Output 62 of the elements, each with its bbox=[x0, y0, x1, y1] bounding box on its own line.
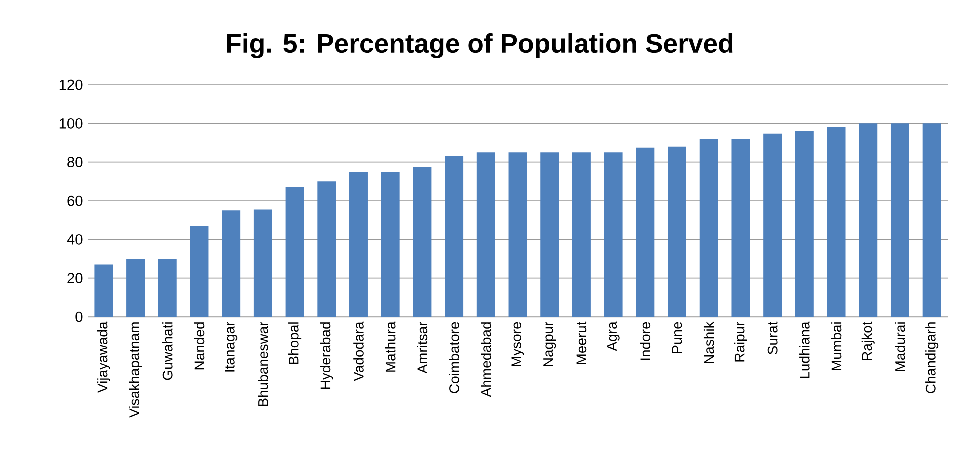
x-tick-label: Surat bbox=[768, 322, 778, 355]
bar bbox=[158, 259, 177, 318]
bar bbox=[668, 146, 686, 318]
y-tick-label: 60 bbox=[68, 196, 83, 206]
x-tick-label: Madurai bbox=[895, 322, 906, 372]
bar bbox=[700, 139, 718, 318]
x-tick-label: Amritsar bbox=[417, 322, 428, 374]
x-tick-label: Bhubaneswar bbox=[258, 322, 268, 406]
bar bbox=[636, 148, 655, 318]
bar bbox=[732, 139, 750, 318]
x-tick-label: Visakhapatnam bbox=[129, 322, 142, 418]
bar bbox=[922, 124, 942, 318]
bar bbox=[795, 131, 814, 318]
x-tick-label: Ludhiana bbox=[800, 322, 810, 378]
x-tick-label: Hyderabad bbox=[320, 322, 334, 390]
bar bbox=[254, 210, 272, 318]
x-tick-label: Pune bbox=[672, 322, 682, 354]
x-tick-label: Coimbatore bbox=[449, 322, 460, 394]
bar bbox=[381, 172, 400, 318]
y-tick-label: 120 bbox=[60, 80, 83, 90]
x-tick-label: Vadodara bbox=[354, 322, 364, 382]
x-tick-label: Meerut bbox=[576, 322, 587, 364]
bar bbox=[508, 152, 528, 318]
bar bbox=[318, 182, 336, 318]
x-tick-label: Vijayawada bbox=[97, 322, 110, 393]
bar bbox=[94, 264, 114, 318]
y-tick-label: 0 bbox=[76, 312, 83, 322]
x-tick-label: Ahmedabad bbox=[481, 322, 492, 398]
bar bbox=[764, 134, 782, 318]
x-tick-label: Guwahati bbox=[162, 322, 173, 380]
x-tick-label: Chandigarh bbox=[926, 322, 939, 394]
bar bbox=[890, 124, 910, 318]
x-tick-label: Mathura bbox=[385, 322, 396, 372]
bar bbox=[413, 167, 432, 318]
bar bbox=[604, 152, 623, 318]
bar bbox=[476, 152, 496, 318]
y-tick-label: 40 bbox=[67, 234, 83, 245]
bar bbox=[286, 187, 304, 318]
bar bbox=[572, 152, 591, 318]
x-tick-label: Mysore bbox=[512, 322, 524, 366]
y-tick-label: 100 bbox=[60, 118, 83, 129]
bar bbox=[222, 210, 241, 318]
bar bbox=[827, 128, 846, 318]
x-tick-label: Rajkot bbox=[862, 322, 875, 360]
x-tick-label: Nanded bbox=[194, 322, 205, 370]
bar bbox=[445, 156, 464, 318]
x-tick-label: Raipur bbox=[734, 322, 748, 362]
bar bbox=[126, 259, 146, 318]
x-tick-label: Nagpur bbox=[544, 322, 556, 366]
x-tick-label: Indore bbox=[640, 322, 651, 360]
bar bbox=[859, 124, 878, 318]
x-tick-label: Nashik bbox=[704, 322, 714, 364]
x-tick-label: Itanagar bbox=[225, 322, 238, 372]
y-tick-label: 80 bbox=[68, 157, 83, 168]
x-tick-label: Mumbai bbox=[831, 322, 842, 370]
bar bbox=[190, 226, 209, 318]
x-tick-label: Bhopal bbox=[288, 322, 302, 364]
y-tick-label: 20 bbox=[68, 273, 83, 284]
bar bbox=[540, 152, 560, 318]
x-tick-label: Agra bbox=[607, 322, 620, 352]
chart-title: Fig. 5: Percentage of Population Served bbox=[227, 34, 733, 58]
bar bbox=[350, 172, 368, 318]
